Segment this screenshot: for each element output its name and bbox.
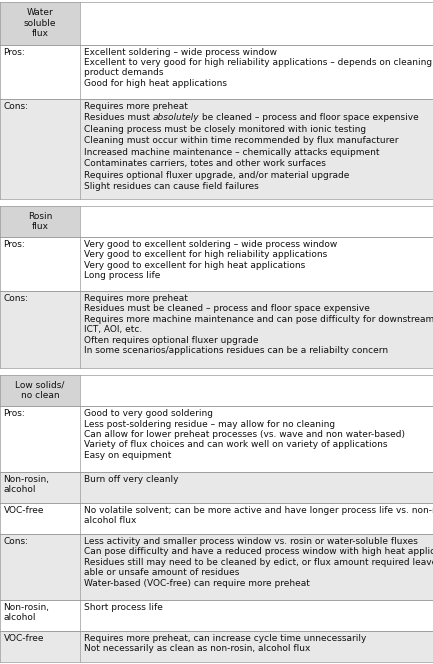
Text: Residues must: Residues must: [84, 114, 152, 122]
Bar: [80, 291, 433, 369]
Text: Requires more preheat, can increase cycle time unnecessarily
Not necessarily as : Requires more preheat, can increase cycl…: [84, 634, 366, 653]
Text: Cleaning process must be closely monitored with ionic testing: Cleaning process must be closely monitor…: [84, 125, 366, 134]
Text: Water
soluble
flux: Water soluble flux: [24, 9, 56, 39]
Bar: [0, 503, 80, 534]
Bar: [80, 472, 433, 503]
Text: Increased machine maintenance – chemically attacks equipment: Increased machine maintenance – chemical…: [84, 148, 379, 157]
Bar: [0, 237, 80, 291]
Text: Cleaning must occur within time recommended by flux manufacturer: Cleaning must occur within time recommen…: [84, 136, 398, 145]
Bar: [80, 406, 433, 472]
Bar: [0, 472, 80, 503]
Text: VOC-free: VOC-free: [3, 634, 44, 643]
Bar: [0, 206, 80, 237]
Text: Cons:: Cons:: [3, 294, 29, 303]
Text: Slight residues can cause field failures: Slight residues can cause field failures: [84, 183, 259, 191]
Text: Cons:: Cons:: [3, 102, 29, 111]
Text: Rosin
flux: Rosin flux: [28, 212, 52, 231]
Bar: [80, 503, 433, 534]
Text: No volatile solvent; can be more active and have longer process life vs. non-ros: No volatile solvent; can be more active …: [84, 506, 433, 525]
Bar: [80, 600, 433, 631]
Text: VOC-free: VOC-free: [3, 506, 44, 515]
Bar: [80, 631, 433, 662]
Text: Non-rosin,
alcohol: Non-rosin, alcohol: [3, 603, 49, 622]
Text: Requires more preheat: Requires more preheat: [84, 102, 187, 111]
Bar: [0, 406, 80, 472]
Bar: [80, 375, 433, 406]
Text: absolutely: absolutely: [152, 114, 199, 122]
Text: Excellent soldering – wide process window
Excellent to very good for high reliab: Excellent soldering – wide process windo…: [84, 48, 433, 88]
Bar: [80, 534, 433, 600]
Bar: [0, 44, 80, 99]
Bar: [80, 99, 433, 199]
Text: Pros:: Pros:: [3, 240, 25, 249]
Text: Short process life: Short process life: [84, 603, 162, 612]
Bar: [0, 2, 80, 44]
Bar: [0, 534, 80, 600]
Text: Burn off very cleanly: Burn off very cleanly: [84, 475, 178, 484]
Text: Requires more preheat
Residues must be cleaned – process and floor space expensi: Requires more preheat Residues must be c…: [84, 294, 433, 355]
Bar: [0, 600, 80, 631]
Text: Non-rosin,
alcohol: Non-rosin, alcohol: [3, 475, 49, 494]
Bar: [80, 2, 433, 44]
Bar: [0, 375, 80, 406]
Bar: [0, 291, 80, 369]
Bar: [0, 99, 80, 199]
Text: Less activity and smaller process window vs. rosin or water-soluble fluxes
Can p: Less activity and smaller process window…: [84, 537, 433, 588]
Text: Low solids/
no clean: Low solids/ no clean: [15, 381, 65, 400]
Text: Good to very good soldering
Less post-soldering residue – may allow for no clean: Good to very good soldering Less post-so…: [84, 409, 404, 459]
Bar: [80, 206, 433, 237]
Text: Contaminates carriers, totes and other work surfaces: Contaminates carriers, totes and other w…: [84, 159, 326, 169]
Text: be cleaned – process and floor space expensive: be cleaned – process and floor space exp…: [199, 114, 419, 122]
Text: Pros:: Pros:: [3, 48, 25, 56]
Text: Requires optional fluxer upgrade, and/or material upgrade: Requires optional fluxer upgrade, and/or…: [84, 171, 349, 180]
Bar: [80, 237, 433, 291]
Text: Cons:: Cons:: [3, 537, 29, 546]
Text: Very good to excellent soldering – wide process window
Very good to excellent fo: Very good to excellent soldering – wide …: [84, 240, 337, 280]
Bar: [0, 631, 80, 662]
Text: Pros:: Pros:: [3, 409, 25, 418]
Bar: [80, 44, 433, 99]
